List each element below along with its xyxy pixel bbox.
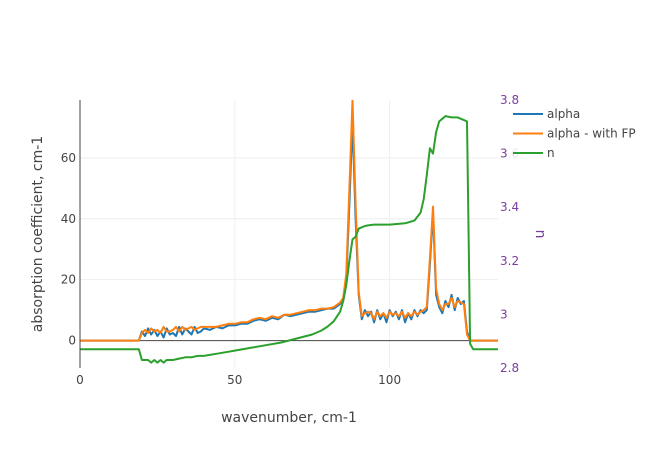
y2-tick-label: 3.4 [500, 200, 519, 214]
legend-label: n [547, 146, 555, 160]
y2-tick-label: 3.8 [500, 93, 519, 107]
y-tick-label: 20 [61, 273, 76, 287]
y-axis-title: absorption coefficient, cm-1 [30, 136, 46, 332]
y-tick-label: 40 [61, 212, 76, 226]
legend-item[interactable]: alpha - with FP [513, 127, 636, 141]
y-tick-label: 60 [61, 151, 76, 165]
y-tick-label: 0 [68, 334, 76, 348]
x-tick-label: 50 [227, 373, 242, 387]
x-tick-label: 0 [76, 373, 84, 387]
y2-tick-label: 2.8 [500, 361, 519, 375]
x-tick-label: 100 [378, 373, 401, 387]
series-line-n [80, 115, 498, 364]
series-group [80, 100, 498, 364]
legend-label: alpha [547, 107, 580, 121]
legend-item[interactable]: n [513, 146, 555, 160]
series-line-alpha-with-fp [80, 100, 498, 342]
y2-axis-title: n [532, 230, 548, 239]
legend-label: alpha - with FP [547, 127, 636, 141]
legend: alpha alpha - with FP n [508, 104, 658, 162]
legend-item[interactable]: alpha [513, 107, 580, 121]
y2-tick-label: 3.2 [500, 254, 519, 268]
y2-tick-label: 3 [500, 307, 508, 321]
x-axis-title: wavenumber, cm-1 [221, 410, 357, 426]
